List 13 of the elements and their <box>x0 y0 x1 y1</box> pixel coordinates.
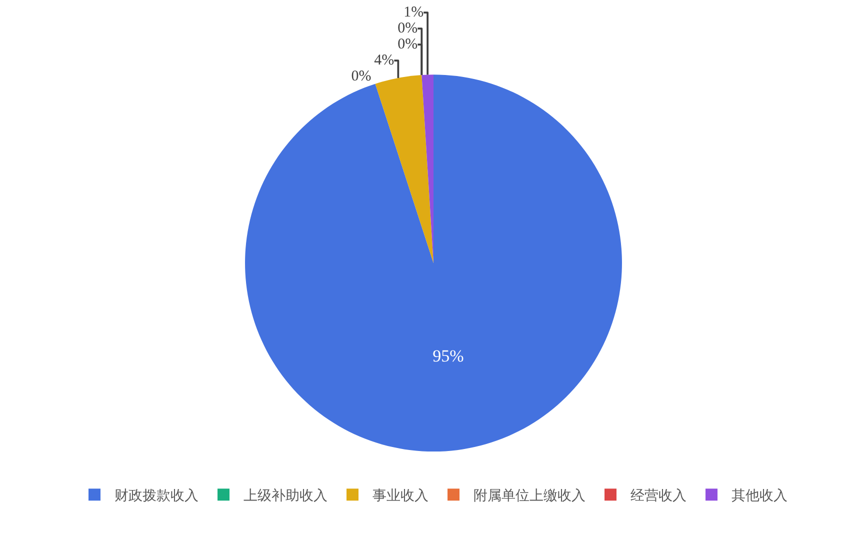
data-label: 4% <box>374 52 394 69</box>
text: 0% <box>398 36 418 53</box>
legend-label: 上级补助收入 <box>244 488 328 504</box>
legend-label: 附属单位上缴收入 <box>474 488 586 504</box>
legend-label: 财政拨款收入 <box>114 488 198 504</box>
data-label: 95% <box>432 346 464 366</box>
text: 0% <box>351 68 372 85</box>
pie-slice <box>375 74 434 264</box>
legend-label: 事业收入 <box>372 488 428 504</box>
data-label: 1% <box>404 4 424 21</box>
text: 0% <box>398 20 418 37</box>
legend-label: 经营收入 <box>630 488 686 504</box>
legend-label: 其他收入 <box>732 488 788 504</box>
